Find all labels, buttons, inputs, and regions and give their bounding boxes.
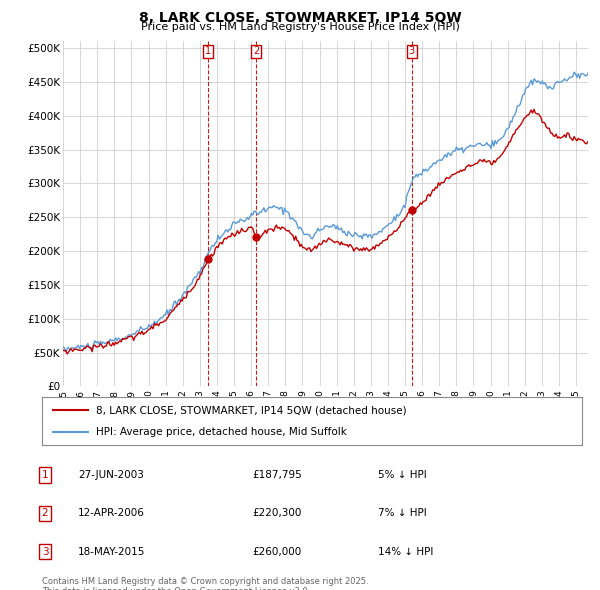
Text: 3: 3 xyxy=(41,547,49,556)
Text: 1: 1 xyxy=(205,47,211,57)
Text: 14% ↓ HPI: 14% ↓ HPI xyxy=(378,547,433,556)
Text: 2: 2 xyxy=(41,509,49,518)
Text: 8, LARK CLOSE, STOWMARKET, IP14 5QW (detached house): 8, LARK CLOSE, STOWMARKET, IP14 5QW (det… xyxy=(96,405,407,415)
Text: £187,795: £187,795 xyxy=(252,470,302,480)
Text: HPI: Average price, detached house, Mid Suffolk: HPI: Average price, detached house, Mid … xyxy=(96,427,347,437)
Text: 18-MAY-2015: 18-MAY-2015 xyxy=(78,547,145,556)
Text: £220,300: £220,300 xyxy=(252,509,301,518)
Text: 8, LARK CLOSE, STOWMARKET, IP14 5QW: 8, LARK CLOSE, STOWMARKET, IP14 5QW xyxy=(139,11,461,25)
Text: 27-JUN-2003: 27-JUN-2003 xyxy=(78,470,144,480)
Text: Price paid vs. HM Land Registry's House Price Index (HPI): Price paid vs. HM Land Registry's House … xyxy=(140,22,460,32)
Text: 7% ↓ HPI: 7% ↓ HPI xyxy=(378,509,427,518)
Text: Contains HM Land Registry data © Crown copyright and database right 2025.
This d: Contains HM Land Registry data © Crown c… xyxy=(42,577,368,590)
Text: 1: 1 xyxy=(41,470,49,480)
Text: 5% ↓ HPI: 5% ↓ HPI xyxy=(378,470,427,480)
Text: 12-APR-2006: 12-APR-2006 xyxy=(78,509,145,518)
Text: 3: 3 xyxy=(409,47,415,57)
Text: 2: 2 xyxy=(253,47,259,57)
Text: £260,000: £260,000 xyxy=(252,547,301,556)
